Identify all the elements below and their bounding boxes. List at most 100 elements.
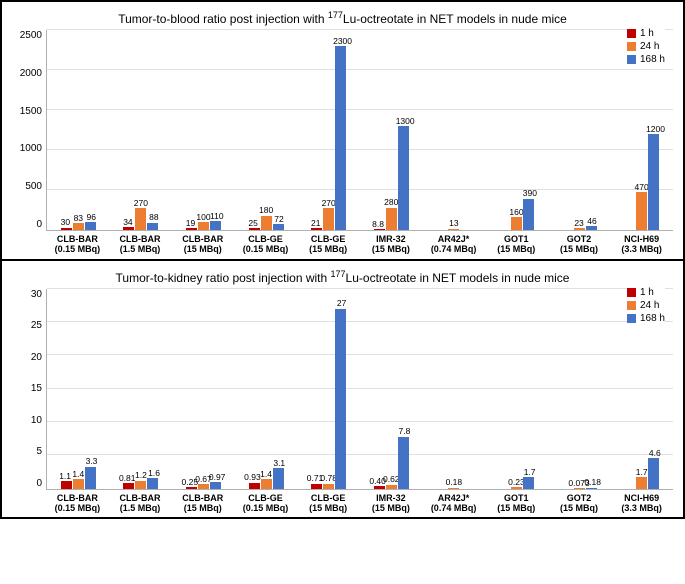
x-tick-label: NCI-H69(3.3 MBq) [610, 490, 673, 514]
bar: 25 [249, 228, 260, 230]
bar-value-label: 72 [274, 215, 283, 224]
bar-value-label: 0.18 [584, 478, 601, 487]
bar: 13 [448, 229, 459, 230]
bar: 280 [386, 208, 397, 230]
bar: 34 [123, 227, 134, 230]
x-axis: CLB-BAR(0.15 MBq)CLB-BAR(1.5 MBq)CLB-BAR… [46, 490, 673, 514]
bar: 23 [574, 228, 585, 230]
x-tick-label: AR42J*(0.74 MBq) [422, 231, 485, 255]
bar: 1.4 [73, 479, 84, 488]
bar: 100 [198, 222, 209, 230]
bar-value-label: 1.4 [72, 470, 84, 479]
bar: 110 [210, 221, 221, 230]
x-tick-label: CLB-BAR(15 MBq) [171, 231, 234, 255]
bar-group: 0.0730.18 [548, 289, 611, 489]
bar-group: 8.82801300 [360, 30, 423, 230]
x-tick-label: GOT1(15 MBq) [485, 231, 548, 255]
legend-swatch [627, 29, 636, 38]
legend-swatch [627, 288, 636, 297]
x-tick-label: AR42J*(0.74 MBq) [422, 490, 485, 514]
bar-value-label: 30 [61, 218, 70, 227]
bar: 0.18 [586, 488, 597, 489]
bar: 72 [273, 224, 284, 230]
bar-value-label: 180 [259, 206, 273, 215]
y-tick-label: 1000 [20, 143, 42, 154]
x-tick-label: GOT1(15 MBq) [485, 490, 548, 514]
x-tick-label: CLB-BAR(1.5 MBq) [109, 490, 172, 514]
plot-area: 3025201510501.11.43.30.811.21.60.250.670… [12, 289, 673, 490]
bar: 21 [311, 228, 322, 230]
bar-group: 0.231.7 [485, 289, 548, 489]
y-tick-label: 30 [31, 289, 42, 300]
bar-value-label: 3.3 [86, 457, 98, 466]
bar: 96 [85, 222, 96, 230]
bar-value-label: 110 [210, 212, 224, 221]
bar-group: 0.931.43.1 [235, 289, 298, 489]
x-tick-label: CLB-BAR(0.15 MBq) [46, 231, 109, 255]
y-tick-label: 0 [36, 219, 42, 230]
bar: 3.3 [85, 467, 96, 489]
bar-value-label: 100 [196, 213, 210, 222]
chart-title: Tumor-to-kidney ratio post injection wit… [12, 269, 673, 285]
x-tick-label: CLB-BAR(15 MBq) [171, 490, 234, 514]
bar-group: 3427088 [110, 30, 173, 230]
bar-group: 0.250.670.97 [172, 289, 235, 489]
x-tick-label: GOT2(15 MBq) [548, 231, 611, 255]
bar: 19 [186, 228, 197, 230]
bar: 2300 [335, 46, 346, 230]
bar: 7.8 [398, 437, 409, 489]
legend-label: 24 h [640, 300, 659, 311]
bar-value-label: 96 [87, 213, 96, 222]
bar-group: 13 [423, 30, 486, 230]
legend-item: 24 h [627, 41, 665, 52]
bar: 1.7 [523, 477, 534, 488]
legend: 1 h 24 h 168 h [627, 287, 665, 326]
legend-label: 24 h [640, 41, 659, 52]
bar-group: 0.18 [423, 289, 486, 489]
bar-value-label: 23 [574, 219, 583, 228]
bar-group: 160390 [485, 30, 548, 230]
bar-group: 0.710.7827 [297, 289, 360, 489]
legend-swatch [627, 314, 636, 323]
bar-value-label: 13 [449, 219, 458, 228]
bar-value-label: 8.8 [372, 220, 384, 229]
bar-value-label: 1200 [646, 125, 665, 134]
chart-title: Tumor-to-blood ratio post injection with… [12, 10, 673, 26]
x-tick-label: CLB-BAR(1.5 MBq) [109, 231, 172, 255]
bar-group: 19100110 [172, 30, 235, 230]
bar-value-label: 4.6 [649, 449, 661, 458]
chart-root: Tumor-to-blood ratio post injection with… [0, 0, 685, 519]
bar: 0.23 [511, 487, 522, 489]
bar-value-label: 0.81 [119, 474, 136, 483]
bar-group: 0.811.21.6 [110, 289, 173, 489]
bar-value-label: 21 [311, 219, 320, 228]
bar: 30 [61, 228, 72, 230]
bar-value-label: 88 [149, 213, 158, 222]
bar: 1300 [398, 126, 409, 230]
bar-value-label: 3.1 [273, 459, 285, 468]
bar: 46 [586, 226, 597, 230]
bar: 390 [523, 199, 534, 230]
bar-value-label: 280 [384, 198, 398, 207]
bar: 88 [147, 223, 158, 230]
y-tick-label: 0 [36, 478, 42, 489]
bar: 270 [323, 208, 334, 230]
legend-label: 1 h [640, 287, 654, 298]
bar-group: 2346 [548, 30, 611, 230]
y-tick-label: 25 [31, 320, 42, 331]
y-tick-label: 5 [36, 446, 42, 457]
bars-row: 30839634270881910011025180722127023008.8… [47, 30, 673, 230]
bar: 0.40 [374, 486, 385, 489]
bar: 27 [335, 309, 346, 489]
bar-value-label: 390 [523, 189, 537, 198]
bar-group: 212702300 [297, 30, 360, 230]
bar: 0.62 [386, 485, 397, 489]
legend-item: 168 h [627, 313, 665, 324]
bar-value-label: 1300 [396, 117, 415, 126]
bar-value-label: 34 [123, 218, 132, 227]
bar-value-label: 0.97 [209, 473, 226, 482]
bar-group: 0.400.627.8 [360, 289, 423, 489]
plot: 1.11.43.30.811.21.60.250.670.970.931.43.… [46, 289, 673, 490]
y-tick-label: 2000 [20, 68, 42, 79]
y-tick-label: 500 [25, 181, 42, 192]
